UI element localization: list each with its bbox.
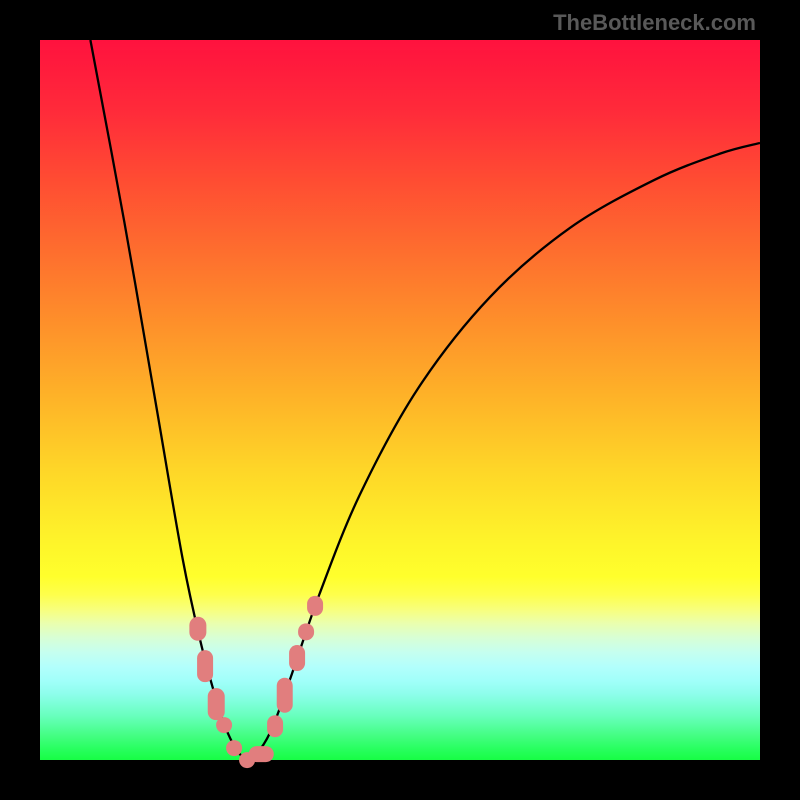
data-marker xyxy=(298,623,314,640)
data-marker xyxy=(289,645,305,671)
plot-area xyxy=(40,40,760,760)
data-marker xyxy=(249,746,273,762)
data-marker xyxy=(208,688,225,720)
data-marker xyxy=(307,596,323,616)
data-marker xyxy=(226,740,242,756)
chart-root: TheBottleneck.com xyxy=(0,0,800,800)
data-marker xyxy=(197,651,213,683)
data-marker xyxy=(267,715,283,737)
gradient-background xyxy=(40,40,760,760)
plot-svg xyxy=(40,40,760,760)
data-marker xyxy=(277,678,294,713)
data-marker xyxy=(189,617,206,641)
data-marker xyxy=(216,717,232,733)
watermark-text: TheBottleneck.com xyxy=(553,10,756,36)
